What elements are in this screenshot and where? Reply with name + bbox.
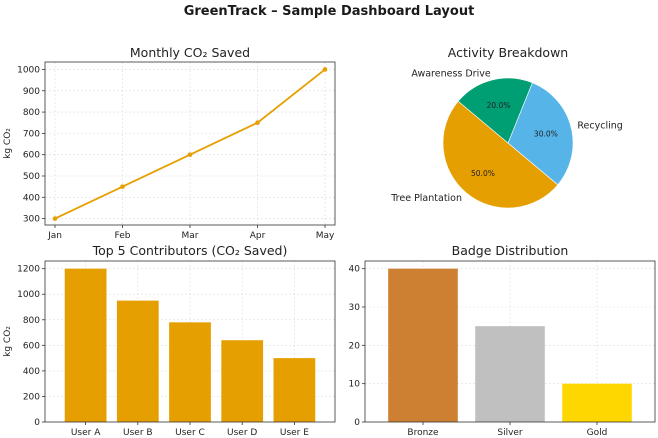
chart-title: Badge Distribution bbox=[452, 243, 569, 258]
data-point bbox=[120, 184, 125, 189]
y-tick-label: 1000 bbox=[17, 65, 40, 75]
bar bbox=[64, 268, 107, 422]
data-point bbox=[187, 152, 193, 157]
x-tick-label: Gold bbox=[587, 428, 608, 438]
y-tick-label: 400 bbox=[23, 367, 40, 377]
activity-breakdown-pie-chart: Activity Breakdown 50.0% Tree Plantation 30… bbox=[390, 45, 623, 209]
bar bbox=[116, 300, 159, 422]
dashboard-title: GreenTrack – Sample Dashboard Layout bbox=[184, 4, 475, 19]
pie-slice-label: Awareness Drive bbox=[411, 69, 491, 80]
y-tick-label: 300 bbox=[23, 215, 40, 225]
y-tick-label: 600 bbox=[23, 151, 40, 161]
data-point bbox=[52, 216, 58, 221]
y-tick-label: 20 bbox=[349, 341, 361, 351]
bar bbox=[475, 326, 545, 422]
y-tick-label: 600 bbox=[23, 341, 40, 351]
x-tick-label: User C bbox=[175, 428, 205, 438]
pie-percent-label: 50.0% bbox=[471, 169, 495, 178]
badge-distribution-bar-chart: Badge Distribution 0 10 20 30 40 Bronze Silver G… bbox=[349, 243, 656, 438]
x-tick-label: Mar bbox=[182, 231, 199, 241]
y-tick-label: 1200 bbox=[17, 265, 40, 275]
y-tick-label: 10 bbox=[349, 380, 361, 390]
bar bbox=[388, 268, 458, 422]
pie-slice-label: Recycling bbox=[577, 121, 622, 132]
y-tick-label: 800 bbox=[23, 108, 40, 118]
bar bbox=[562, 383, 632, 422]
x-tick-label: User E bbox=[280, 428, 309, 438]
x-tick-label: Apr bbox=[250, 231, 266, 241]
y-tick-label: 500 bbox=[23, 172, 40, 182]
pie-slice-label: Tree Plantation bbox=[390, 193, 462, 204]
y-tick-label: 40 bbox=[349, 265, 361, 275]
x-tick-label: User B bbox=[123, 428, 153, 438]
x-tick-label: Feb bbox=[115, 231, 131, 241]
y-axis-label: kg CO₂ bbox=[3, 128, 13, 159]
chart-title: Activity Breakdown bbox=[448, 45, 568, 60]
x-tick-label: Silver bbox=[497, 428, 523, 438]
y-tick-label: 200 bbox=[23, 392, 40, 402]
monthly-co2-line-chart: Monthly CO₂ Saved 300 400 500 600 700 800 900 10… bbox=[3, 45, 336, 241]
data-point bbox=[322, 67, 328, 72]
bar bbox=[273, 358, 316, 422]
y-tick-label: 0 bbox=[354, 418, 360, 428]
bar bbox=[221, 340, 264, 422]
x-tick-label: User D bbox=[227, 428, 257, 438]
y-tick-label: 1000 bbox=[17, 290, 40, 300]
y-tick-label: 400 bbox=[23, 193, 40, 203]
y-tick-label: 30 bbox=[349, 303, 361, 313]
pie-slice bbox=[457, 77, 533, 144]
data-point bbox=[255, 120, 260, 126]
chart-title: Monthly CO₂ Saved bbox=[130, 45, 250, 60]
x-tick-label: User A bbox=[71, 428, 101, 438]
y-tick-label: 0 bbox=[34, 418, 40, 428]
bar bbox=[169, 322, 211, 422]
x-tick-label: May bbox=[316, 231, 335, 241]
y-axis-label: kg CO₂ bbox=[3, 326, 13, 357]
pie-slice bbox=[442, 100, 559, 209]
x-tick-label: Bronze bbox=[407, 428, 439, 438]
axes-frame bbox=[364, 260, 656, 423]
top-contributors-bar-chart: Top 5 Contributors (CO₂ Saved) 0 200 400 600… bbox=[3, 243, 336, 438]
x-tick-label: Jan bbox=[47, 231, 62, 241]
pie-slice bbox=[507, 82, 574, 186]
y-tick-label: 800 bbox=[23, 316, 40, 326]
axes-frame bbox=[44, 61, 336, 226]
pie-percent-label: 20.0% bbox=[487, 101, 511, 110]
pie-percent-label: 30.0% bbox=[534, 130, 558, 139]
y-tick-label: 700 bbox=[23, 129, 40, 139]
y-tick-label: 900 bbox=[23, 87, 40, 97]
axes-frame bbox=[44, 260, 336, 423]
chart-title: Top 5 Contributors (CO₂ Saved) bbox=[92, 243, 288, 258]
